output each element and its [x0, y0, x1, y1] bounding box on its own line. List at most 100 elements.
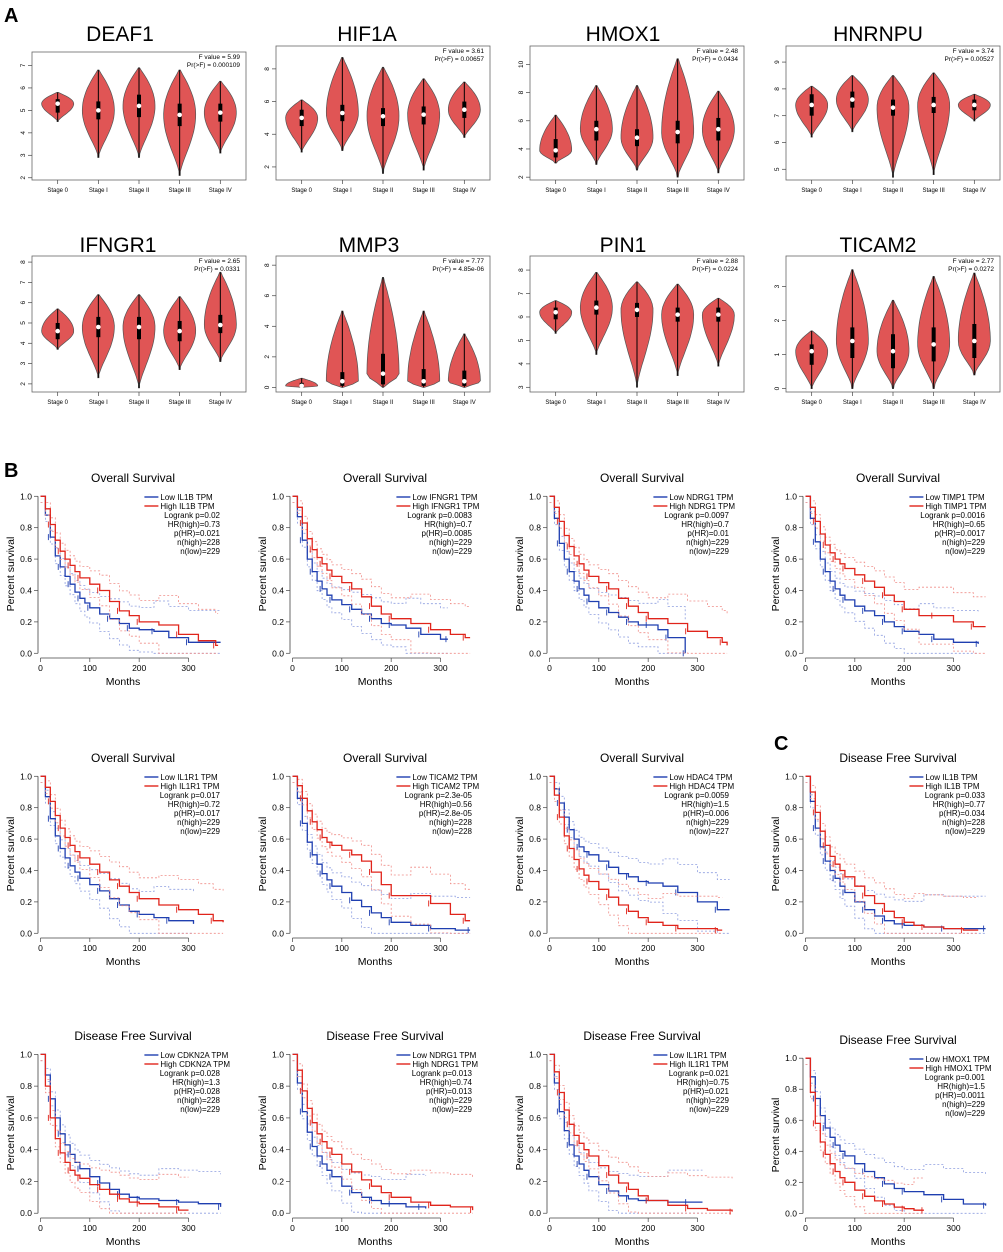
y-tick-label: 1.0: [785, 771, 797, 781]
violin-stage-i: [579, 272, 613, 355]
survival-panel-4: Overall Survival 0.0 0.2 0.4 0.6 0.8 1.0 0 100 20…: [770, 471, 987, 688]
low-survival-curve: [40, 775, 195, 924]
violin-title: DEAF1: [86, 23, 154, 46]
high-ci-lower: [40, 502, 219, 654]
survival-panel-1: Overall Survival 0.0 0.2 0.4 0.6 0.8 1.0 0 100 20…: [5, 471, 221, 688]
f-value-label: F value = 3.61: [443, 48, 485, 55]
y-tick-label: 6: [518, 119, 525, 123]
y-tick-label: 6: [264, 99, 271, 103]
violin-stage-iii: [917, 72, 951, 175]
y-tick-label: 8: [264, 67, 271, 71]
y-axis-label: Percent survival: [5, 817, 17, 892]
y-tick-label: 0.6: [529, 554, 541, 564]
y-tick-label: 1.0: [785, 491, 797, 501]
y-tick-label: 0.0: [272, 928, 284, 938]
stat-line: n(low)=228: [432, 827, 472, 836]
x-tick-label: 300: [690, 663, 704, 673]
y-tick-label: 0.2: [20, 617, 32, 627]
y-tick-label: 0.2: [785, 617, 797, 627]
stat-line: Logrank p=0.033: [925, 791, 986, 800]
x-tick-label: Stage 0: [801, 400, 822, 406]
panel-label-a: A: [4, 5, 18, 27]
y-axis-label: Percent survival: [514, 817, 526, 892]
stat-line: Logrank p=2.3e-05: [405, 791, 473, 800]
low-survival-curve: [292, 775, 471, 931]
x-axis-label: Months: [871, 676, 905, 688]
y-tick-label: 0.2: [529, 1176, 541, 1186]
x-tick-label: 300: [946, 663, 960, 673]
x-tick-label: Stage II: [627, 400, 648, 406]
stat-line: p(HR)=0.006: [683, 809, 730, 818]
y-tick-label: 7: [774, 113, 781, 117]
low-ci-upper: [549, 1054, 703, 1177]
panel-label-b: B: [4, 460, 18, 482]
y-tick-label: 0.6: [529, 834, 541, 844]
legend-high-label: High IFNGR1 TPM: [412, 502, 479, 511]
high-ci-upper: [40, 495, 219, 614]
violin-stage-iii: [163, 296, 197, 371]
y-tick-label: 3: [774, 284, 781, 288]
survival-title: Overall Survival: [856, 471, 940, 485]
high-survival-curve: [805, 1057, 924, 1211]
legend-low-label: Low NDRG1 TPM: [412, 1051, 476, 1060]
x-tick-label: 300: [181, 663, 195, 673]
x-tick-label: 0: [547, 943, 552, 953]
y-tick-label: 0.8: [272, 803, 284, 813]
stat-line: HR(high)=0.56: [420, 800, 473, 809]
stat-line: Logrank p=0.021: [669, 1069, 730, 1078]
x-tick-label: 0: [290, 663, 295, 673]
low-survival-curve: [40, 495, 221, 643]
violin-title: PIN1: [600, 234, 647, 257]
stat-line: p(HR)=0.0011: [935, 1091, 985, 1100]
high-ci-lower: [292, 782, 471, 934]
y-tick-label: 4: [20, 341, 27, 345]
x-tick-label: 200: [897, 943, 911, 953]
legend-low-label: Low IL1B TPM: [160, 493, 213, 502]
x-tick-label: Stage I: [89, 400, 108, 406]
y-tick-label: 0.4: [529, 585, 541, 595]
x-tick-label: 100: [83, 663, 97, 673]
high-survival-curve: [40, 1053, 189, 1211]
violin-stage-i: [81, 294, 115, 379]
high-ci-upper: [805, 775, 979, 899]
y-tick-label: 0.4: [785, 865, 797, 875]
x-tick-label: 100: [848, 1223, 862, 1233]
x-tick-label: Stage III: [168, 400, 191, 406]
low-ci-lower: [40, 502, 221, 654]
violin-title: IFNGR1: [79, 234, 156, 257]
stat-line: HR(high)=0.77: [933, 800, 986, 809]
stat-line: p(HR)=0.0085: [422, 529, 473, 538]
f-value-label: F value = 5.99: [199, 54, 241, 61]
violin-stage-0: [795, 85, 829, 138]
y-tick-label: 0.2: [272, 897, 284, 907]
x-tick-label: Stage 0: [545, 400, 566, 406]
legend-high-label: High CDKN2A TPM: [160, 1060, 230, 1069]
y-tick-label: 0.0: [272, 648, 284, 658]
survival-title: Overall Survival: [600, 471, 684, 485]
violin-stage-iii: [917, 276, 951, 389]
legend-high-label: High IL1B TPM: [160, 502, 214, 511]
x-tick-label: Stage III: [666, 400, 689, 406]
x-tick-label: 0: [290, 943, 295, 953]
x-tick-label: 200: [384, 1223, 398, 1233]
legend-low-label: Low NDRG1 TPM: [669, 493, 733, 502]
violin-iqr-box: [809, 344, 814, 365]
stat-line: n(high)=229: [429, 538, 472, 547]
stat-line: p(HR)=0.0017: [935, 529, 986, 538]
legend-low-label: Low HDAC4 TPM: [669, 773, 732, 782]
low-ci-lower: [549, 502, 686, 654]
stat-line: p(HR)=0.01: [687, 529, 729, 538]
stat-line: n(high)=229: [942, 538, 985, 547]
violin-median: [809, 348, 814, 354]
x-axis-label: Months: [358, 1236, 392, 1248]
violin-stage-iii: [661, 283, 695, 376]
y-tick-label: 0.6: [529, 1113, 541, 1123]
survival-panel-7: Overall Survival 0.0 0.2 0.4 0.6 0.8 1.0 0 100 20…: [514, 751, 734, 968]
violin-stage-ii: [122, 67, 156, 158]
stat-line: n(high)=228: [177, 1096, 220, 1105]
stat-line: p(HR)=0.021: [683, 1087, 730, 1096]
x-tick-label: Stage II: [883, 400, 904, 406]
